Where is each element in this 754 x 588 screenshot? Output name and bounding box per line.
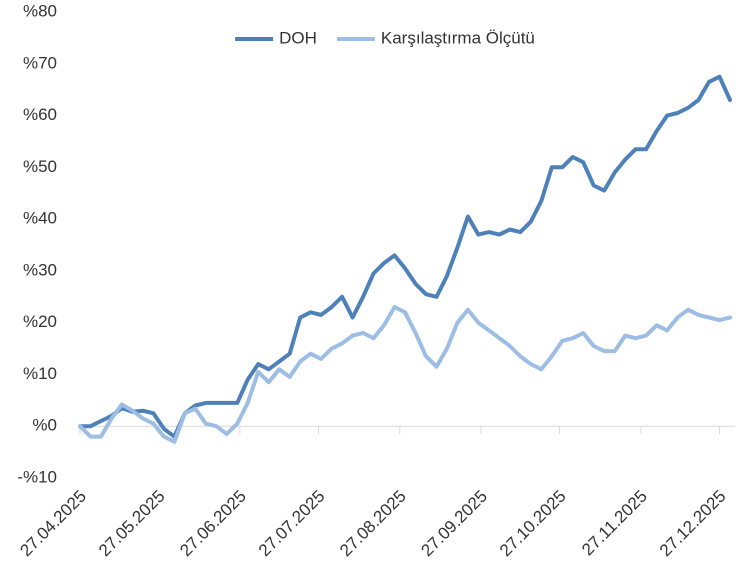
y-tick-label: %70 bbox=[23, 53, 57, 72]
legend-label: Karşılaştırma Ölçütü bbox=[381, 28, 535, 47]
x-tick-label: 27.12.2025 bbox=[656, 487, 730, 561]
y-tick-label: %20 bbox=[23, 312, 57, 331]
x-tick-label: 27.10.2025 bbox=[496, 487, 570, 561]
x-tick-label: 27.05.2025 bbox=[95, 487, 169, 561]
series-line bbox=[78, 305, 732, 444]
y-tick-label: %30 bbox=[23, 260, 57, 279]
y-tick-label: %0 bbox=[32, 416, 57, 435]
legend-label: DOH bbox=[279, 28, 317, 47]
y-tick-label: %50 bbox=[23, 157, 57, 176]
y-tick-label: %80 bbox=[23, 1, 57, 20]
x-tick-label: 27.04.2025 bbox=[16, 487, 90, 561]
x-tick-label: 27.08.2025 bbox=[336, 487, 410, 561]
x-tick-label: 27.09.2025 bbox=[417, 487, 491, 561]
legend: DOH Karşılaştırma Ölçütü bbox=[235, 28, 535, 47]
y-tick-label: %10 bbox=[23, 364, 57, 383]
y-tick-label: %60 bbox=[23, 105, 57, 124]
x-tick-label: 27.06.2025 bbox=[176, 487, 250, 561]
x-tick-label: 27.11.2025 bbox=[578, 487, 651, 560]
y-tick-label: -%10 bbox=[17, 467, 57, 486]
y-tick-label: %40 bbox=[23, 209, 57, 228]
x-tick-label: 27.07.2025 bbox=[255, 487, 329, 561]
series-line bbox=[78, 74, 732, 439]
